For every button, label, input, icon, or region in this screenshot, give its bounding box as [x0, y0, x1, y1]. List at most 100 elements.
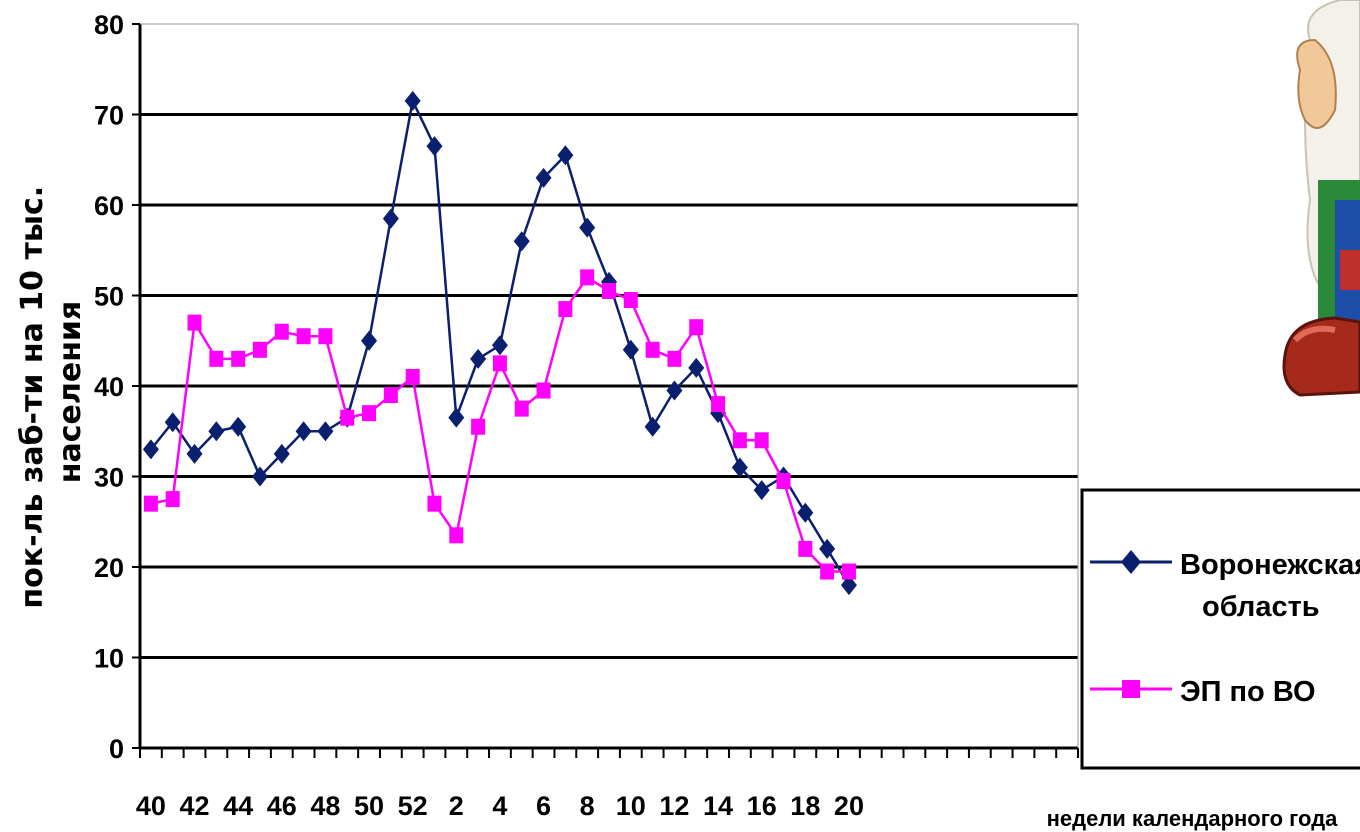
data-point-square [340, 409, 355, 426]
data-point-square [711, 396, 726, 413]
legend-square-marker-icon [1122, 680, 1140, 698]
data-point-square [383, 387, 398, 404]
data-point-diamond [513, 231, 530, 252]
legend-diamond-marker-icon [1121, 550, 1141, 574]
y-tick-label: 60 [94, 191, 124, 221]
data-point-square [623, 292, 638, 309]
x-tick-label: 10 [616, 791, 646, 821]
cartoon-character-icon [1282, 0, 1360, 397]
data-point-diamond [491, 335, 508, 356]
data-point-diamond [317, 421, 334, 442]
data-point-square [471, 418, 486, 435]
data-point-square [602, 282, 616, 299]
data-point-square [187, 314, 202, 331]
data-point-square [427, 495, 442, 512]
x-tick-label: 6 [536, 791, 551, 821]
x-tick-label: 8 [580, 791, 595, 821]
x-tick-label: 48 [310, 791, 340, 821]
data-point-diamond [819, 538, 836, 559]
data-point-diamond [797, 502, 814, 523]
x-tick-label: 40 [136, 791, 166, 821]
y-tick-label: 10 [94, 644, 124, 674]
data-point-square [209, 350, 224, 367]
y-tick-label: 40 [94, 372, 124, 402]
data-point-square [798, 540, 813, 557]
data-point-diamond [230, 416, 247, 437]
data-point-square [667, 350, 682, 367]
legend-label-voronezh-line2: область [1202, 591, 1320, 623]
data-point-diamond [753, 480, 770, 501]
data-point-square [558, 301, 573, 318]
data-point-square [776, 473, 791, 490]
data-point-diamond [208, 421, 225, 442]
y-tick-label: 30 [94, 463, 124, 493]
data-point-diamond [273, 443, 290, 464]
x-tick-label: 20 [834, 791, 864, 821]
data-point-square [143, 495, 158, 512]
data-point-square [405, 368, 420, 385]
data-point-diamond [622, 339, 639, 360]
x-axis-title: недели календарного года [1047, 806, 1339, 831]
data-point-square [449, 527, 464, 544]
data-point-square [252, 341, 267, 358]
data-point-diamond [840, 575, 857, 596]
x-tick-label: 44 [223, 791, 253, 821]
legend-label-voronezh-line1: Воронежская [1180, 549, 1360, 581]
x-tick-label: 52 [398, 791, 428, 821]
data-point-square [362, 405, 377, 422]
data-point-square [165, 491, 180, 508]
y-tick-label: 80 [94, 10, 124, 40]
data-point-diamond [731, 457, 748, 478]
data-point-diamond [382, 208, 399, 229]
x-tick-label: 42 [180, 791, 210, 821]
data-point-diamond [579, 217, 596, 238]
data-point-square [231, 350, 246, 367]
data-point-diamond [535, 167, 552, 188]
data-point-square [754, 432, 769, 449]
data-point-diamond [251, 466, 268, 487]
y-axis-title: пок-ль заб-ти на 10 тыс. населения [15, 175, 88, 608]
series-voronezh [142, 90, 857, 596]
data-point-square [318, 328, 333, 345]
data-point-diamond [142, 439, 159, 460]
data-point-square [820, 563, 835, 580]
data-point-diamond [426, 136, 443, 157]
data-point-square [841, 563, 856, 580]
x-tick-label: 46 [267, 791, 297, 821]
legend-label-ep: ЭП по ВО [1180, 676, 1316, 708]
data-point-diamond [186, 443, 203, 464]
x-tick-label: 50 [354, 791, 384, 821]
data-point-diamond [448, 407, 465, 428]
data-point-diamond [361, 330, 378, 351]
y-tick-label: 20 [94, 553, 124, 583]
data-point-square [645, 341, 660, 358]
data-point-square [492, 355, 507, 372]
data-point-square [296, 328, 311, 345]
data-point-diamond [644, 416, 661, 437]
x-tick-label: 18 [790, 791, 820, 821]
data-point-square [514, 400, 529, 417]
data-point-diamond [688, 357, 705, 378]
data-point-square [732, 432, 747, 449]
data-point-diamond [557, 145, 574, 166]
data-point-diamond [666, 380, 683, 401]
y-tick-label: 50 [94, 282, 124, 312]
x-tick-label: 12 [659, 791, 689, 821]
y-tick-label: 70 [94, 101, 124, 131]
legend: Воронежская область ЭП по ВО [1080, 488, 1360, 770]
x-tick-label: 14 [703, 791, 733, 821]
series-ep [143, 269, 856, 580]
x-tick-label: 2 [449, 791, 464, 821]
y-tick-label: 0 [109, 734, 124, 764]
data-point-square [536, 382, 551, 399]
x-tick-label: 16 [747, 791, 777, 821]
y-axis-title-line1: пок-ль заб-ти на 10 тыс. [15, 186, 50, 609]
y-axis-title-line2: населения [53, 301, 88, 483]
data-point-diamond [164, 412, 181, 433]
data-point-square [580, 269, 595, 286]
series-line [150, 275, 849, 573]
data-point-diamond [295, 421, 312, 442]
x-tick-label: 4 [492, 791, 507, 821]
data-point-diamond [404, 90, 421, 111]
